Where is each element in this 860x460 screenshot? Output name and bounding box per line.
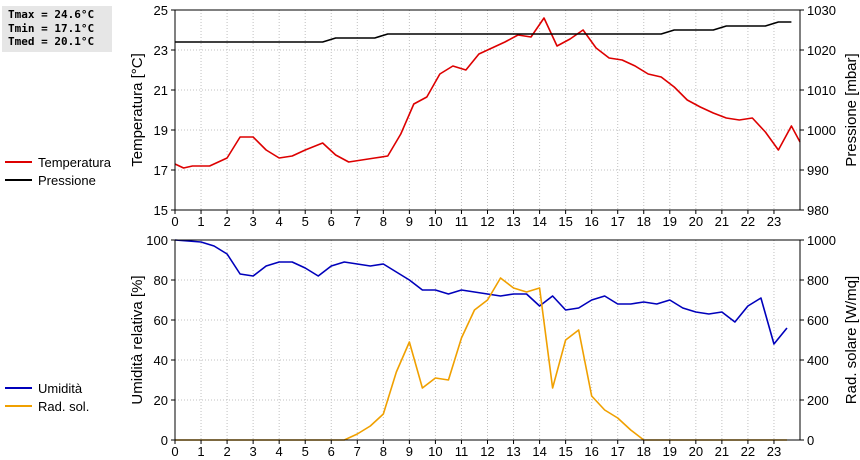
y2-tick-label: 400 [807, 353, 829, 368]
legend-label: Rad. sol. [38, 399, 89, 414]
x-tick-label: 3 [250, 444, 257, 459]
y-tick-label: 0 [161, 433, 168, 448]
y2-tick-label: 980 [807, 203, 829, 218]
y-axis-label: Umidità relativa [%] [129, 275, 146, 404]
x-tick-label: 22 [741, 444, 755, 459]
x-tick-label: 2 [223, 214, 230, 229]
x-tick-label: 21 [715, 444, 729, 459]
stat-tmed: Tmed = 20.1°C [8, 35, 95, 48]
y2-tick-label: 600 [807, 313, 829, 328]
x-tick-label: 2 [223, 444, 230, 459]
x-tick-label: 3 [250, 214, 257, 229]
x-tick-label: 5 [302, 214, 309, 229]
x-tick-label: 13 [506, 214, 520, 229]
x-tick-label: 15 [558, 214, 572, 229]
x-tick-label: 4 [276, 444, 283, 459]
stats-box: Tmax = 24.6°C Tmin = 17.1°C Tmed = 20.1°… [2, 6, 112, 52]
x-tick-label: 9 [406, 214, 413, 229]
series-line-umidit- [174, 239, 788, 345]
y2-tick-label: 1000 [807, 233, 836, 248]
y-tick-label: 40 [154, 353, 168, 368]
x-tick-label: 0 [171, 444, 178, 459]
y-tick-label: 21 [154, 83, 168, 98]
series-line-pressione [175, 21, 792, 43]
x-tick-label: 16 [584, 214, 598, 229]
series-line-temperatura [174, 17, 801, 169]
y-tick-label: 100 [146, 233, 168, 248]
x-tick-label: 1 [197, 444, 204, 459]
x-tick-label: 10 [428, 214, 442, 229]
y-tick-label: 25 [154, 3, 168, 18]
x-tick-label: 20 [689, 214, 703, 229]
x-tick-label: 19 [663, 214, 677, 229]
x-tick-label: 15 [558, 444, 572, 459]
x-tick-label: 17 [610, 214, 624, 229]
y2-tick-label: 1000 [807, 123, 836, 138]
x-tick-label: 5 [302, 444, 309, 459]
x-tick-label: 12 [480, 444, 494, 459]
y-tick-label: 80 [154, 273, 168, 288]
legend-label: Umidità [38, 381, 83, 396]
x-tick-label: 11 [455, 214, 469, 229]
x-tick-label: 11 [455, 444, 469, 459]
x-tick-label: 4 [276, 214, 283, 229]
x-tick-label: 13 [506, 444, 520, 459]
x-tick-label: 23 [767, 214, 781, 229]
y-tick-label: 19 [154, 123, 168, 138]
y2-tick-label: 990 [807, 163, 829, 178]
y-tick-label: 20 [154, 393, 168, 408]
stat-tmin: Tmin = 17.1°C [8, 21, 95, 35]
y-tick-label: 60 [154, 313, 168, 328]
y-axis-label: Temperatura [°C] [129, 53, 146, 167]
x-tick-label: 7 [354, 214, 361, 229]
x-tick-label: 9 [406, 444, 413, 459]
x-tick-label: 6 [328, 214, 335, 229]
y2-tick-label: 0 [807, 433, 814, 448]
x-tick-label: 19 [663, 444, 677, 459]
y2-axis-label: Pressione [mbar] [843, 53, 860, 166]
x-tick-label: 18 [637, 214, 651, 229]
chart-panel-0: 0 1 2 3 4 5 6 7 8 9 10 11 12 13 14 15 16 17 18 19 20 21 22 2315… [5, 3, 860, 229]
x-tick-label: 14 [532, 214, 546, 229]
x-tick-label: 8 [380, 214, 387, 229]
x-tick-label: 12 [480, 214, 494, 229]
y-tick-label: 23 [154, 43, 168, 58]
legend-label: Temperatura [38, 155, 112, 170]
x-tick-label: 17 [610, 444, 624, 459]
x-tick-label: 22 [741, 214, 755, 229]
y2-tick-label: 800 [807, 273, 829, 288]
legend-label: Pressione [38, 173, 96, 188]
x-tick-label: 16 [584, 444, 598, 459]
y2-tick-label: 1030 [807, 3, 836, 18]
x-tick-label: 21 [715, 214, 729, 229]
series-line-rad-sol- [175, 277, 787, 441]
x-tick-label: 10 [428, 444, 442, 459]
y2-tick-label: 1010 [807, 83, 836, 98]
y-tick-label: 17 [154, 163, 168, 178]
x-tick-label: 18 [637, 444, 651, 459]
y2-tick-label: 1020 [807, 43, 836, 58]
x-tick-label: 7 [354, 444, 361, 459]
y2-axis-label: Rad. solare [W/mq] [843, 276, 860, 404]
x-tick-label: 23 [767, 444, 781, 459]
stat-tmax: Tmax = 24.6°C [8, 8, 95, 21]
y2-tick-label: 200 [807, 393, 829, 408]
x-tick-label: 0 [171, 214, 178, 229]
x-tick-label: 20 [689, 444, 703, 459]
y-tick-label: 15 [154, 203, 168, 218]
chart-panel-1: 0 1 2 3 4 5 6 7 8 9 10 11 12 13 14 15 16 17 18 19 20 21 22 2302… [5, 233, 860, 459]
x-tick-label: 14 [532, 444, 546, 459]
x-tick-label: 1 [197, 214, 204, 229]
x-tick-label: 8 [380, 444, 387, 459]
x-tick-label: 6 [328, 444, 335, 459]
